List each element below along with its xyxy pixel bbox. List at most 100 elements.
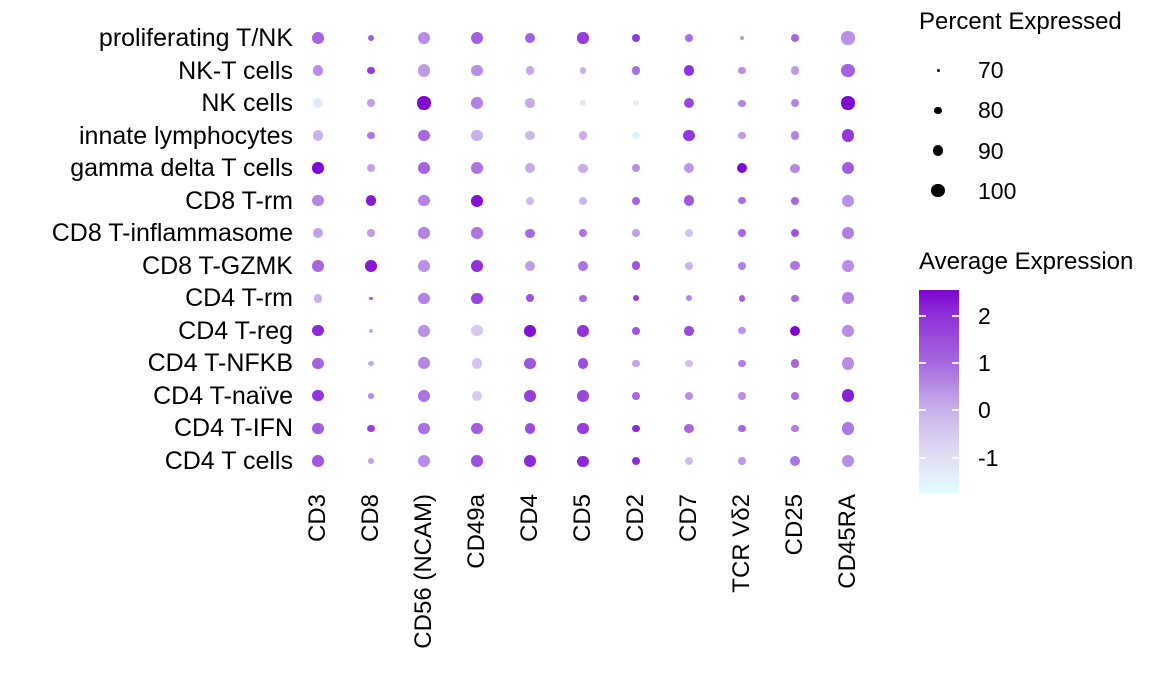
dot xyxy=(790,33,800,43)
dot xyxy=(312,259,324,272)
dot xyxy=(631,66,641,75)
dot xyxy=(367,66,375,75)
x-axis-label: CD45RA xyxy=(834,494,861,589)
dot xyxy=(471,390,483,402)
dot xyxy=(312,65,324,76)
dot xyxy=(470,31,484,45)
dot xyxy=(367,424,375,433)
x-axis-label: CD4 xyxy=(516,494,543,543)
dot xyxy=(579,294,587,302)
dot xyxy=(524,390,536,402)
dot xyxy=(790,196,800,205)
dot xyxy=(631,456,641,466)
dot xyxy=(790,229,800,238)
size-legend-value: 80 xyxy=(978,97,1004,124)
y-axis-label: proliferating T/NK xyxy=(98,24,293,52)
dot xyxy=(841,454,855,468)
dot xyxy=(418,390,430,402)
dot xyxy=(791,424,799,432)
dot xyxy=(841,357,855,370)
dot xyxy=(471,455,483,467)
dot xyxy=(683,162,695,174)
dot xyxy=(738,457,746,465)
y-axis-label: NK-T cells xyxy=(178,56,293,85)
dot xyxy=(312,130,324,141)
colorbar-tick-mark xyxy=(952,456,959,459)
dot xyxy=(312,162,324,174)
dot xyxy=(631,33,641,43)
y-axis-label: gamma delta T cells xyxy=(70,154,293,183)
colorbar-tick-mark xyxy=(952,314,959,317)
dot xyxy=(579,99,587,107)
x-axis-label: TCR Vδ2 xyxy=(728,494,755,593)
dot xyxy=(841,63,855,78)
dot xyxy=(841,422,855,435)
dot xyxy=(684,326,694,336)
dot xyxy=(632,327,640,335)
dot xyxy=(367,131,375,140)
dot xyxy=(738,196,746,205)
dot xyxy=(632,131,640,140)
dot xyxy=(367,99,375,107)
dot xyxy=(471,358,483,369)
colorbar-tick-label: 1 xyxy=(978,350,991,377)
y-axis-label: CD8 T-rm xyxy=(185,186,293,215)
size-legend-dot xyxy=(934,106,942,115)
dot xyxy=(632,392,640,400)
size-legend-value: 70 xyxy=(978,57,1004,83)
colorbar-tick-mark xyxy=(952,409,959,412)
dot xyxy=(684,456,694,466)
dot xyxy=(632,424,640,432)
dot xyxy=(737,261,747,270)
dot xyxy=(790,456,800,466)
dot xyxy=(578,229,588,238)
dot xyxy=(471,422,483,435)
y-axis-label: CD8 T-GZMK xyxy=(142,251,293,280)
dot xyxy=(525,228,535,238)
colorbar-tick-mark xyxy=(919,456,926,459)
dot xyxy=(577,422,589,435)
x-axis-label: CD7 xyxy=(675,494,702,543)
dot xyxy=(790,391,800,401)
dot xyxy=(525,196,535,205)
dot xyxy=(683,195,695,206)
dot xyxy=(367,229,375,237)
dot xyxy=(312,357,324,369)
dot xyxy=(312,32,324,44)
y-axis-label: CD4 T-naïve xyxy=(153,381,293,410)
dot xyxy=(417,31,431,45)
dot xyxy=(524,423,536,434)
dot xyxy=(577,390,589,402)
dot xyxy=(369,329,373,333)
dot xyxy=(418,194,430,207)
dot xyxy=(418,292,430,305)
x-axis-label: CD5 xyxy=(569,494,596,543)
dot xyxy=(684,391,694,401)
dot xyxy=(366,163,376,173)
dot xyxy=(631,163,641,173)
size-legend-value: 100 xyxy=(978,177,1017,204)
dot xyxy=(577,358,589,369)
dot xyxy=(471,162,483,175)
dot xyxy=(418,162,430,175)
dot xyxy=(683,97,695,109)
dot xyxy=(312,325,324,337)
dot xyxy=(790,66,800,75)
dot xyxy=(841,129,855,143)
dot xyxy=(632,359,640,368)
dot xyxy=(577,455,589,467)
dot xyxy=(471,325,483,337)
x-axis-label: CD3 xyxy=(304,494,331,543)
colorbar-gradient xyxy=(919,290,959,493)
dot xyxy=(791,294,799,303)
y-axis-label: NK cells xyxy=(201,89,293,118)
dot xyxy=(736,162,748,174)
dot xyxy=(312,194,324,207)
dot xyxy=(684,33,694,43)
dot xyxy=(842,324,854,337)
colorbar-tick-mark xyxy=(919,409,926,412)
colorbar-tick-mark xyxy=(952,362,959,365)
dot xyxy=(579,196,587,205)
dot xyxy=(684,423,694,434)
